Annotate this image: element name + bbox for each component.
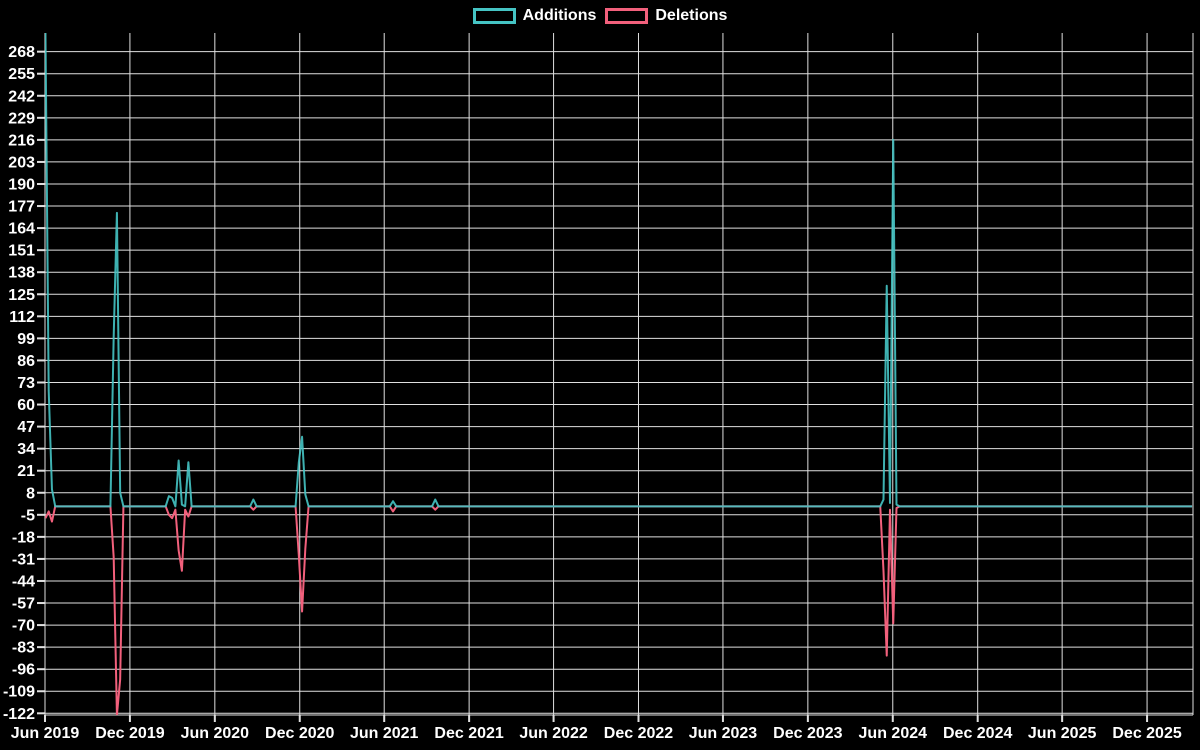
- y-tick-label: -5: [21, 507, 35, 524]
- additions-line: [45, 33, 1193, 508]
- x-tick-label: Jun 2021: [350, 725, 419, 742]
- y-tick-label: 242: [8, 88, 35, 105]
- y-tick-label: 190: [8, 176, 35, 193]
- x-tick-label: Jun 2025: [1028, 725, 1097, 742]
- y-tick-label: -31: [12, 551, 35, 568]
- y-tick-label: 112: [9, 309, 35, 326]
- y-tick-label: 8: [26, 485, 35, 502]
- deletions-line: [45, 505, 1193, 715]
- x-tick-label: Dec 2023: [773, 725, 842, 742]
- additions-swatch-icon: [472, 8, 516, 24]
- y-tick-label: -44: [12, 573, 35, 590]
- x-tick-label: Dec 2025: [1112, 725, 1181, 742]
- y-tick-label: 268: [8, 44, 35, 61]
- legend-item-deletions[interactable]: Deletions: [605, 7, 727, 25]
- y-tick-label: 177: [8, 199, 35, 216]
- deletions-swatch-icon: [605, 8, 649, 24]
- y-tick-label: 73: [17, 375, 35, 392]
- x-tick-label: Dec 2022: [604, 725, 673, 742]
- x-tick-label: Jun 2024: [859, 725, 928, 742]
- legend-item-additions[interactable]: Additions: [472, 7, 597, 25]
- x-tick-label: Jun 2022: [519, 725, 588, 742]
- y-tick-label: 34: [17, 441, 35, 458]
- y-tick-label: 86: [17, 353, 35, 370]
- y-tick-label: 99: [17, 331, 35, 348]
- x-tick-label: Dec 2020: [265, 725, 334, 742]
- y-tick-label: 255: [8, 66, 35, 83]
- y-tick-label: 164: [8, 221, 35, 238]
- x-tick-label: Jun 2023: [689, 725, 758, 742]
- y-tick-label: -122: [3, 706, 35, 723]
- x-tick-label: Dec 2019: [95, 725, 164, 742]
- x-tick-label: Dec 2021: [434, 725, 503, 742]
- y-tick-label: 216: [8, 132, 35, 149]
- x-tick-label: Jun 2020: [181, 725, 250, 742]
- y-tick-label: 60: [17, 397, 35, 414]
- y-tick-label: -70: [12, 618, 35, 635]
- y-tick-label: -57: [12, 596, 35, 613]
- x-tick-label: Dec 2024: [943, 725, 1012, 742]
- y-tick-label: 21: [17, 463, 35, 480]
- y-tick-label: -96: [12, 662, 35, 679]
- y-tick-label: -83: [12, 640, 35, 657]
- x-tick-label: Jun 2019: [11, 725, 80, 742]
- legend: Additions Deletions: [0, 7, 1200, 25]
- y-tick-label: -109: [3, 684, 35, 701]
- y-tick-label: 229: [8, 110, 35, 127]
- y-tick-label: 125: [8, 287, 35, 304]
- legend-label-additions: Additions: [522, 7, 597, 24]
- legend-label-deletions: Deletions: [655, 7, 728, 24]
- y-tick-label: 151: [8, 243, 35, 260]
- y-tick-label: 138: [8, 265, 35, 282]
- y-tick-label: 203: [8, 154, 35, 171]
- y-tick-label: -18: [12, 529, 35, 546]
- y-tick-label: 47: [17, 419, 35, 436]
